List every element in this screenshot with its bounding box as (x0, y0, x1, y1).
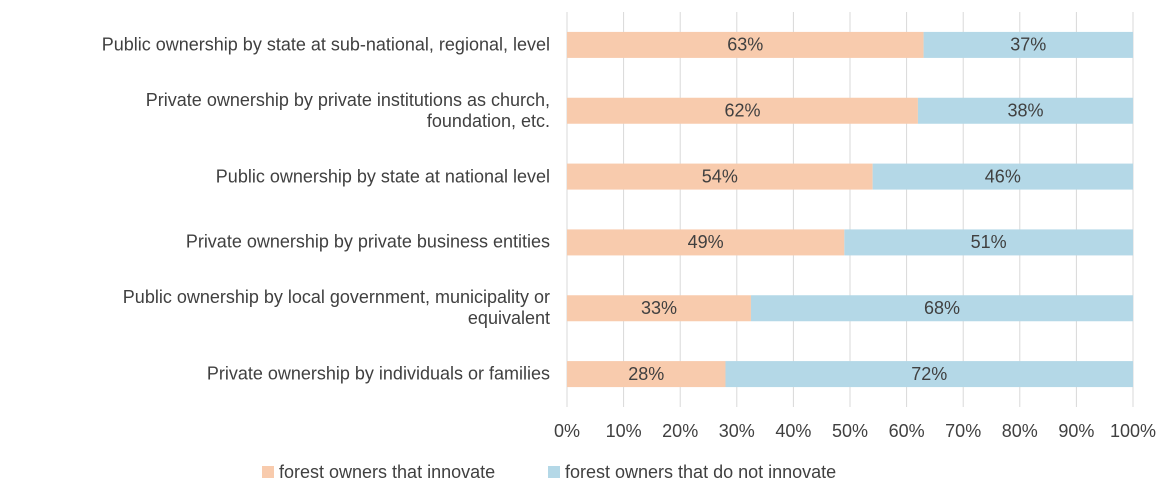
x-tick-label: 40% (775, 421, 811, 441)
data-label: 54% (702, 166, 738, 186)
x-tick-label: 10% (606, 421, 642, 441)
category-label: Public ownership by state at national le… (215, 166, 550, 187)
x-tick-label: 30% (719, 421, 755, 441)
data-label: 37% (1010, 35, 1046, 55)
category-label: Private ownership by individuals or fami… (206, 363, 550, 384)
bar-segment (567, 229, 845, 256)
category-label: Private ownership by private institution… (145, 89, 550, 131)
x-tick-label: 70% (945, 421, 981, 441)
bar-segment (917, 97, 1133, 124)
bar-segment (567, 31, 924, 58)
bar-segment (567, 295, 751, 322)
bar-segment (567, 163, 873, 190)
data-label: 68% (924, 298, 960, 318)
legend-swatch (262, 466, 274, 478)
data-label: 33% (641, 298, 677, 318)
x-tick-label: 20% (662, 421, 698, 441)
legend-swatch (548, 466, 560, 478)
bar-segment (923, 31, 1133, 58)
legend-label: forest owners that innovate (279, 462, 495, 482)
legend-label: forest owners that do not innovate (565, 462, 836, 482)
data-label: 28% (628, 364, 664, 384)
bar-segment (750, 295, 1133, 322)
x-tick-label: 90% (1058, 421, 1094, 441)
category-label: Private ownership by private business en… (185, 231, 550, 252)
x-tick-label: 100% (1110, 421, 1156, 441)
x-tick-label: 0% (554, 421, 580, 441)
bar-segment (844, 229, 1133, 256)
x-tick-label: 80% (1002, 421, 1038, 441)
bar-segment (725, 361, 1133, 388)
data-label: 38% (1007, 101, 1043, 121)
x-tick-label: 60% (889, 421, 925, 441)
data-label: 51% (971, 232, 1007, 252)
data-label: 72% (911, 364, 947, 384)
data-label: 62% (724, 101, 760, 121)
data-label: 49% (688, 232, 724, 252)
bar-segment (872, 163, 1133, 190)
x-tick-label: 50% (832, 421, 868, 441)
data-label: 63% (727, 35, 763, 55)
bar-segment (567, 361, 726, 388)
category-label: Public ownership by local government, mu… (122, 287, 550, 329)
data-label: 46% (985, 166, 1021, 186)
category-label: Public ownership by state at sub-nationa… (101, 34, 550, 55)
bar-segment (567, 97, 918, 124)
